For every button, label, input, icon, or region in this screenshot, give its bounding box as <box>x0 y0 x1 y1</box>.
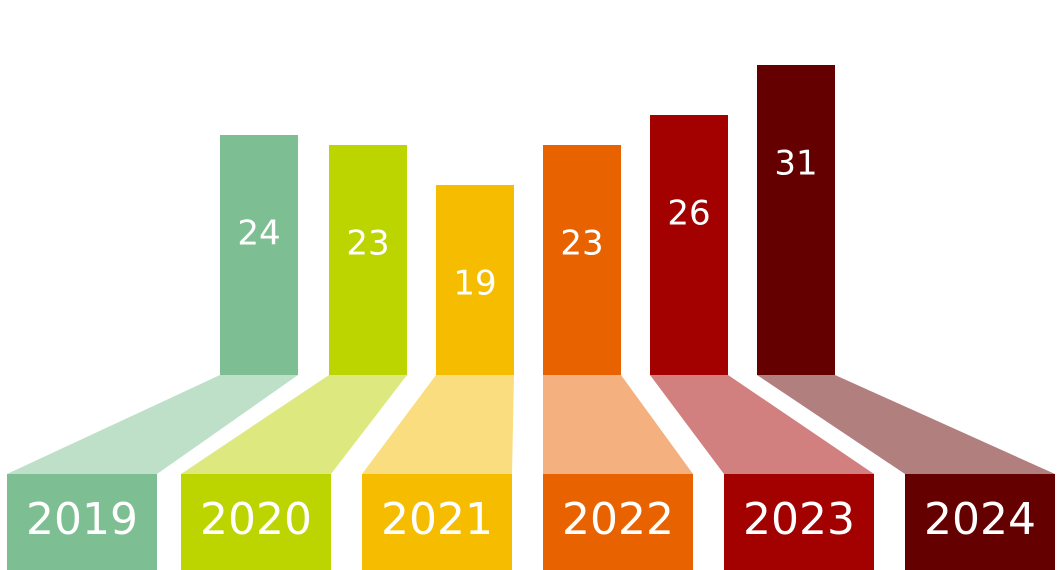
year-label: 2021 <box>381 494 493 545</box>
year-label: 2023 <box>743 494 855 545</box>
bar <box>436 185 514 375</box>
year-box <box>362 474 512 570</box>
connector <box>7 375 298 474</box>
bar <box>220 135 298 375</box>
year-box <box>7 474 157 570</box>
value-label: 31 <box>774 144 817 184</box>
connector <box>757 375 1055 474</box>
year-label: 2022 <box>562 494 674 545</box>
value-label: 19 <box>453 264 496 304</box>
year-box <box>543 474 693 570</box>
value-label: 23 <box>346 224 389 264</box>
bar <box>329 145 407 375</box>
connector <box>362 375 514 474</box>
connector <box>543 375 693 474</box>
year-box <box>905 474 1055 570</box>
connector <box>650 375 874 474</box>
year-label: 2020 <box>200 494 312 545</box>
bar <box>650 115 728 375</box>
connector <box>181 375 407 474</box>
year-box <box>181 474 331 570</box>
bar <box>757 65 835 375</box>
value-label: 23 <box>560 224 603 264</box>
bar <box>543 145 621 375</box>
value-label: 26 <box>667 194 710 234</box>
year-box <box>724 474 874 570</box>
year-label: 2019 <box>26 494 138 545</box>
year-label: 2024 <box>924 494 1036 545</box>
value-label: 24 <box>237 214 280 254</box>
